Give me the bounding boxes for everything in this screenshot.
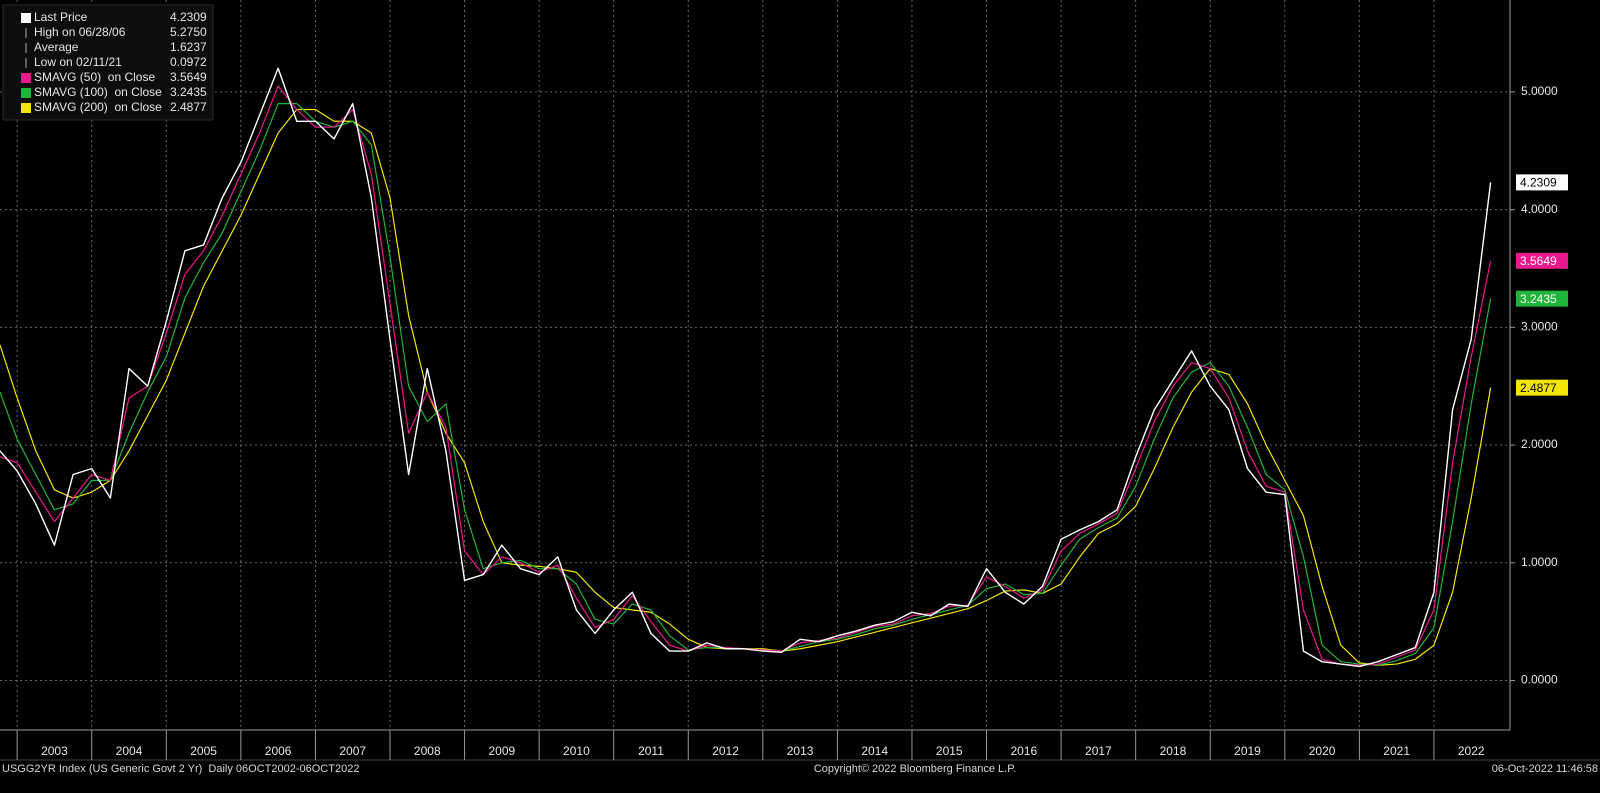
legend-label: SMAVG (50) on Close [34, 70, 155, 84]
legend-label: SMAVG (200) on Close [34, 100, 162, 114]
x-tick-label: 2005 [190, 744, 217, 758]
legend-swatch [21, 73, 31, 83]
legend-stat-label: Average [34, 40, 79, 54]
legend-stat-value: 0.0972 [170, 55, 207, 69]
x-tick-label: 2020 [1309, 744, 1336, 758]
x-tick-label: 2014 [861, 744, 888, 758]
legend-value: 2.4877 [170, 100, 207, 114]
x-tick-label: 2008 [414, 744, 441, 758]
x-tick-label: 2006 [265, 744, 292, 758]
y-tick-label: 1.0000 [1521, 555, 1558, 569]
x-tick-label: 2007 [339, 744, 366, 758]
x-tick-label: 2004 [116, 744, 143, 758]
x-tick-label: 2011 [638, 744, 664, 758]
footer-center: Copyright© 2022 Bloomberg Finance L.P. [814, 763, 1016, 775]
legend-stat-label: Low on 02/11/21 [34, 55, 122, 69]
y-tick-label: 0.0000 [1521, 673, 1558, 687]
x-tick-label: 2017 [1085, 744, 1112, 758]
x-tick-label: 2022 [1458, 744, 1485, 758]
legend-value: 3.5649 [170, 70, 207, 84]
x-tick-label: 2018 [1160, 744, 1187, 758]
y-tick-label: 3.0000 [1521, 319, 1558, 333]
last-value-label: 2.4877 [1520, 381, 1557, 395]
x-tick-label: 2019 [1234, 744, 1261, 758]
legend-stat-label: High on 06/28/06 [34, 25, 126, 39]
x-tick-label: 2012 [712, 744, 739, 758]
series-line [0, 67, 1492, 668]
legend-swatch [21, 13, 31, 23]
last-value-tag [1516, 252, 1568, 269]
y-tick-label: 2.0000 [1521, 437, 1558, 451]
x-tick-label: 2003 [41, 744, 68, 758]
last-value-tag [1516, 290, 1568, 307]
plot-area: 0.0000 1.0000 2.0000 3.0000 4.0000 5.0000 2003… [0, 0, 1568, 760]
last-value-label: 3.2435 [1520, 292, 1557, 306]
legend-value: 3.2435 [170, 85, 207, 99]
legend-stat-value: 5.2750 [170, 25, 207, 39]
last-value-label: 4.2309 [1520, 176, 1557, 190]
x-tick-label: 2013 [787, 744, 814, 758]
legend: Last Price 4.2309 High on 06/28/06 5.2750 Av… [2, 4, 214, 121]
x-tick-label: 2010 [563, 744, 590, 758]
last-value-tag [1516, 174, 1568, 191]
x-tick-label: 2015 [936, 744, 963, 758]
last-value-label: 3.5649 [1520, 254, 1557, 268]
legend-stat-value: 1.6237 [170, 40, 207, 54]
x-tick-label: 2009 [488, 744, 515, 758]
x-tick-label: 2021 [1383, 744, 1410, 758]
last-value-tag [1516, 379, 1568, 396]
legend-label: Last Price [34, 10, 88, 24]
legend-label: SMAVG (100) on Close [34, 85, 162, 99]
y-tick-label: 5.0000 [1521, 84, 1558, 98]
legend-box [2, 4, 214, 121]
legend-swatch [21, 88, 31, 98]
x-tick-label: 2016 [1010, 744, 1037, 758]
footer-left: USGG2YR Index (US Generic Govt 2 Yr) Dai… [2, 763, 359, 775]
y-tick-label: 4.0000 [1521, 202, 1558, 216]
footer-right: 06-Oct-2022 11:46:58 [1492, 763, 1598, 775]
legend-value: 4.2309 [170, 10, 207, 24]
legend-swatch [21, 103, 31, 113]
